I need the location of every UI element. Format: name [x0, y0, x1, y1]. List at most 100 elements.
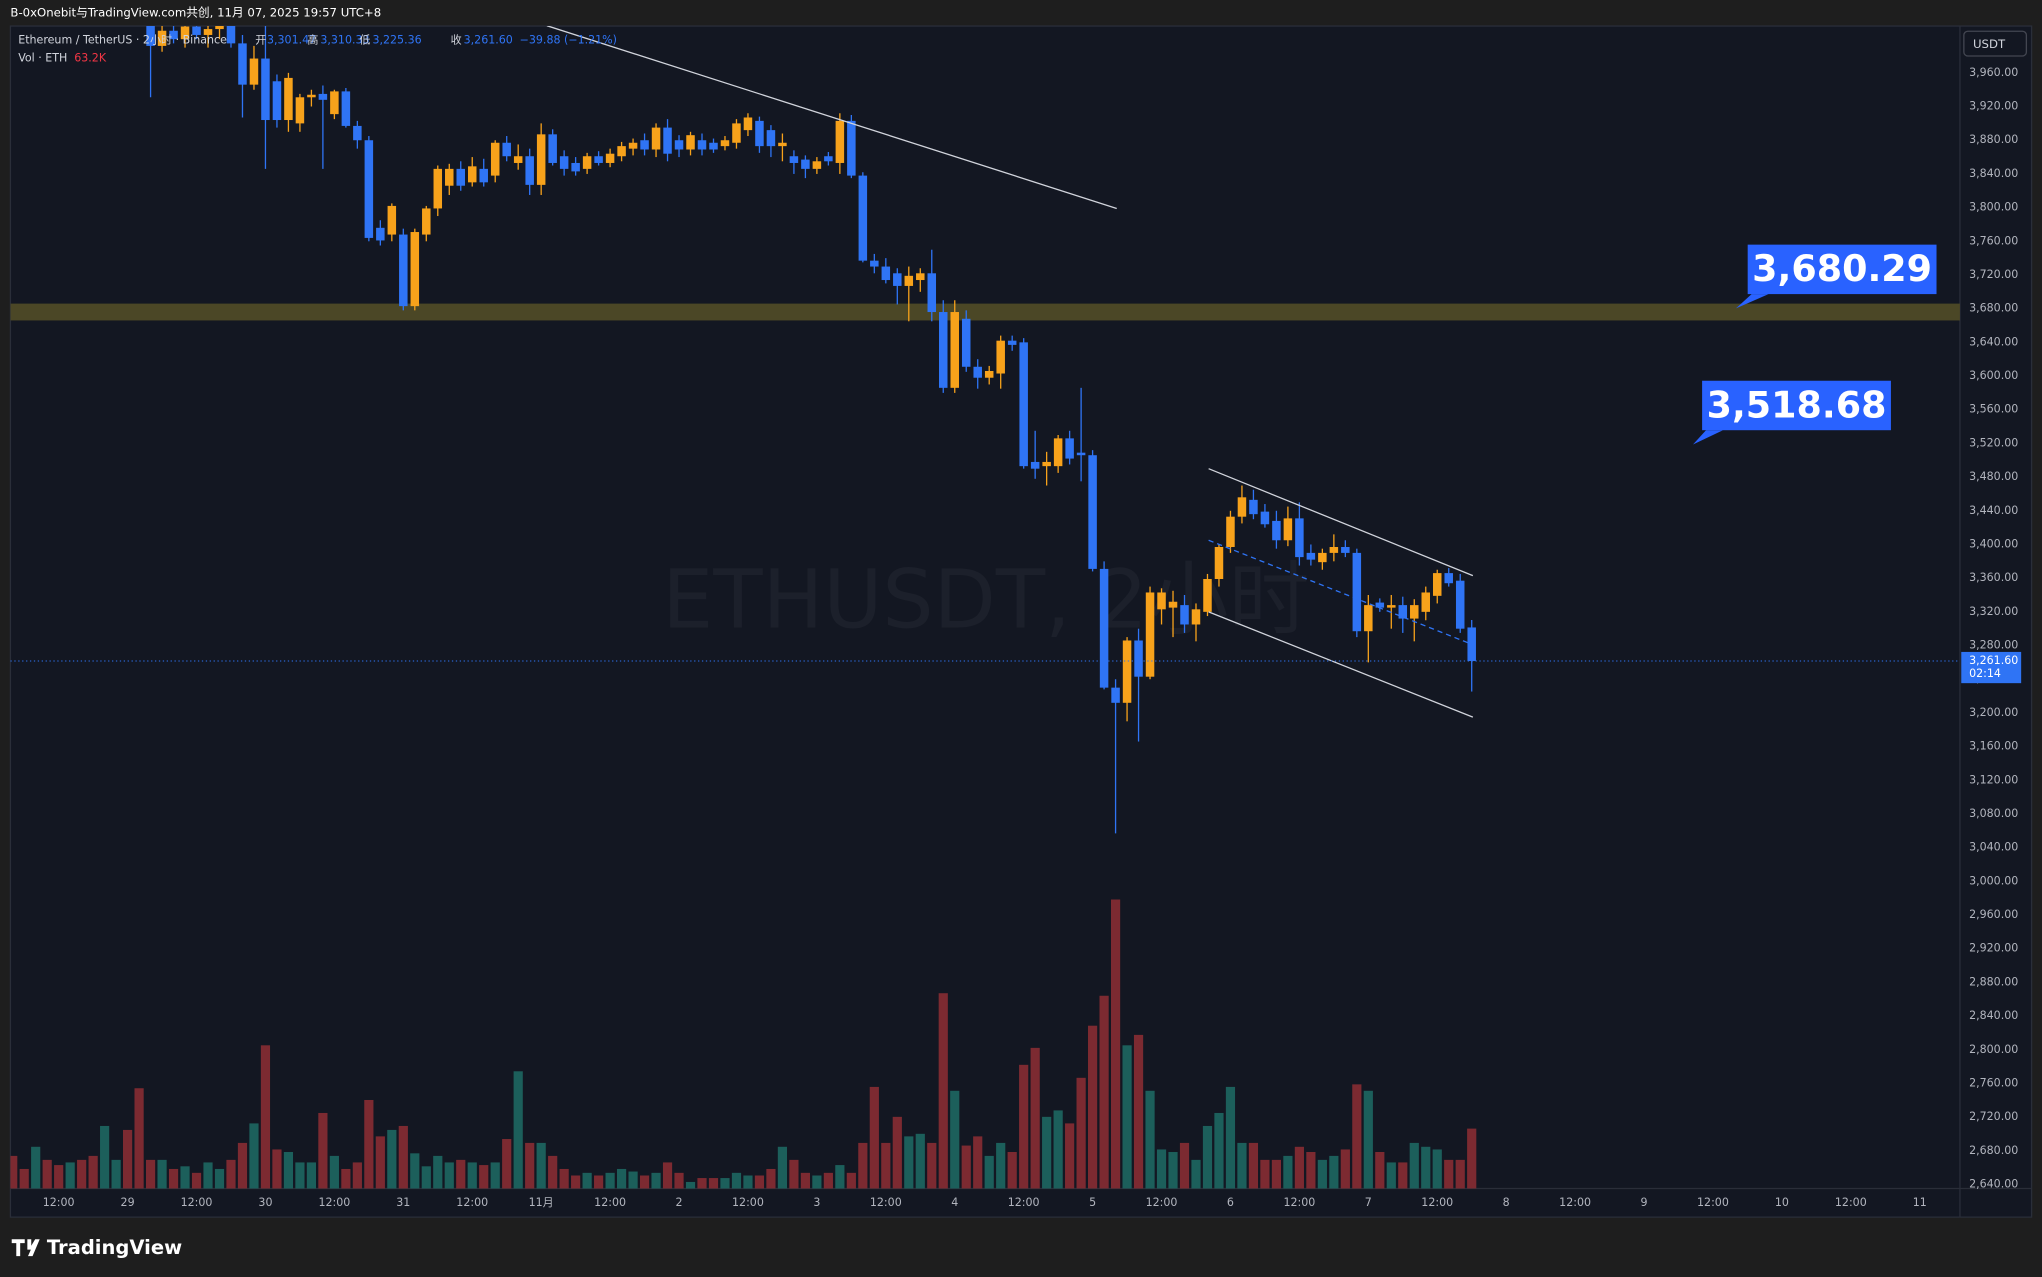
volume-bar	[444, 1162, 454, 1189]
y-tick-label: 3,120.00	[1969, 773, 2018, 786]
callout-box	[1747, 244, 1937, 295]
candle-body	[628, 142, 638, 149]
candle-body	[720, 140, 730, 147]
currency-label[interactable]: USDT	[1973, 37, 2006, 51]
candle-body	[1214, 547, 1224, 580]
candle-body	[215, 26, 224, 30]
candle-body	[399, 234, 408, 307]
candle-body	[686, 135, 695, 150]
logo-text: TradingView	[47, 1236, 182, 1259]
last-price-label: 3,261.60	[1969, 654, 2018, 667]
y-tick-label: 3,880.00	[1969, 133, 2018, 146]
volume-bar	[467, 1162, 477, 1189]
candle-body	[157, 30, 167, 46]
candle-body	[640, 140, 649, 150]
volume-bar	[1248, 1142, 1259, 1189]
y-tick-label: 3,440.00	[1969, 504, 2018, 517]
candle-body	[881, 266, 891, 281]
y-tick-label: 3,000.00	[1969, 874, 2018, 887]
legend-value: 3,225.36	[372, 33, 421, 46]
candle-body	[582, 156, 592, 169]
candle-body	[1111, 687, 1120, 703]
volume-bar	[1145, 1090, 1155, 1189]
candle-body	[1019, 342, 1028, 467]
legend-label: 开	[255, 33, 266, 46]
candle-body	[1341, 547, 1350, 553]
candle-body	[1306, 552, 1316, 560]
candle-body	[249, 58, 259, 85]
y-tick-label: 2,880.00	[1969, 975, 2018, 988]
candle-body	[433, 168, 443, 209]
y-tick-label: 2,800.00	[1969, 1043, 2018, 1056]
volume-bar	[123, 1129, 133, 1189]
y-tick-label: 2,760.00	[1969, 1076, 2018, 1089]
volume-bar	[582, 1172, 592, 1189]
volume-bar	[881, 1142, 891, 1189]
volume-bar	[249, 1123, 259, 1189]
candle-body	[330, 91, 339, 115]
volume-bar	[685, 1181, 696, 1189]
candle-body	[973, 366, 982, 378]
volume-bar	[662, 1162, 673, 1189]
candle-body	[479, 168, 488, 183]
volume-bar	[1260, 1159, 1270, 1189]
candle-body	[467, 166, 477, 183]
volume-bar	[835, 1165, 845, 1189]
volume-bar	[272, 1149, 282, 1189]
candle-body	[939, 312, 948, 388]
candle-body	[571, 162, 580, 172]
volume-bar	[628, 1171, 638, 1189]
volume-bar	[950, 1090, 960, 1189]
y-tick-label: 3,360.00	[1969, 571, 2018, 584]
candle-body	[1432, 573, 1442, 596]
volume-bar	[892, 1116, 902, 1189]
candle-body	[1099, 568, 1109, 688]
volume-bar	[651, 1172, 661, 1189]
legend-label: 低	[359, 33, 370, 46]
y-tick-label: 3,960.00	[1969, 66, 2018, 79]
trend-line	[1208, 611, 1474, 718]
x-tick-label: 12:00	[1559, 1196, 1591, 1209]
watermark: ETHUSDT, 2小时	[662, 553, 1309, 647]
y-tick-label: 3,600.00	[1969, 369, 2018, 382]
y-tick-label: 2,960.00	[1969, 908, 2018, 921]
volume-bar	[777, 1146, 788, 1189]
candle-body	[674, 140, 684, 150]
candle-body	[1455, 580, 1465, 629]
candle-body	[1272, 520, 1281, 541]
volume-bar	[341, 1168, 351, 1189]
candle-body	[961, 318, 971, 367]
candle-body	[456, 168, 466, 186]
volume-bar	[536, 1142, 546, 1189]
candle-body	[1030, 461, 1040, 469]
candle-body	[1226, 516, 1235, 548]
y-tick-label: 2,680.00	[1969, 1144, 2018, 1157]
y-tick-label: 3,720.00	[1969, 268, 2018, 281]
candle-body	[1180, 605, 1189, 625]
candle-body	[605, 153, 615, 163]
x-tick-label: 12:00	[1283, 1196, 1315, 1209]
x-tick-label: 11	[1913, 1196, 1927, 1209]
legend-value: 3,310.33	[320, 33, 369, 46]
volume-bar	[1202, 1125, 1213, 1189]
volume-bar	[502, 1139, 512, 1189]
legend-symbol: Ethereum / TetherUS · 2小时 · Binance	[18, 33, 227, 46]
candle-body	[858, 175, 868, 261]
y-tick-label: 3,400.00	[1969, 537, 2018, 550]
x-tick-label: 12:00	[1421, 1196, 1453, 1209]
volume-bar	[927, 1142, 937, 1189]
candle-body	[927, 273, 937, 313]
candle-body	[1318, 552, 1327, 563]
volume-bar	[1179, 1142, 1190, 1189]
x-tick-label: 12:00	[594, 1196, 626, 1209]
volume-bar	[387, 1129, 397, 1189]
header-text: B-0xOnebit与TradingView.com共创, 11月 07, 20…	[10, 6, 381, 20]
candle-body	[651, 127, 661, 150]
volume-bar	[226, 1159, 236, 1189]
volume-bar	[1455, 1159, 1465, 1189]
volume-bar	[421, 1166, 431, 1189]
candle-body	[307, 94, 316, 98]
currency-box[interactable]	[1963, 30, 2028, 57]
